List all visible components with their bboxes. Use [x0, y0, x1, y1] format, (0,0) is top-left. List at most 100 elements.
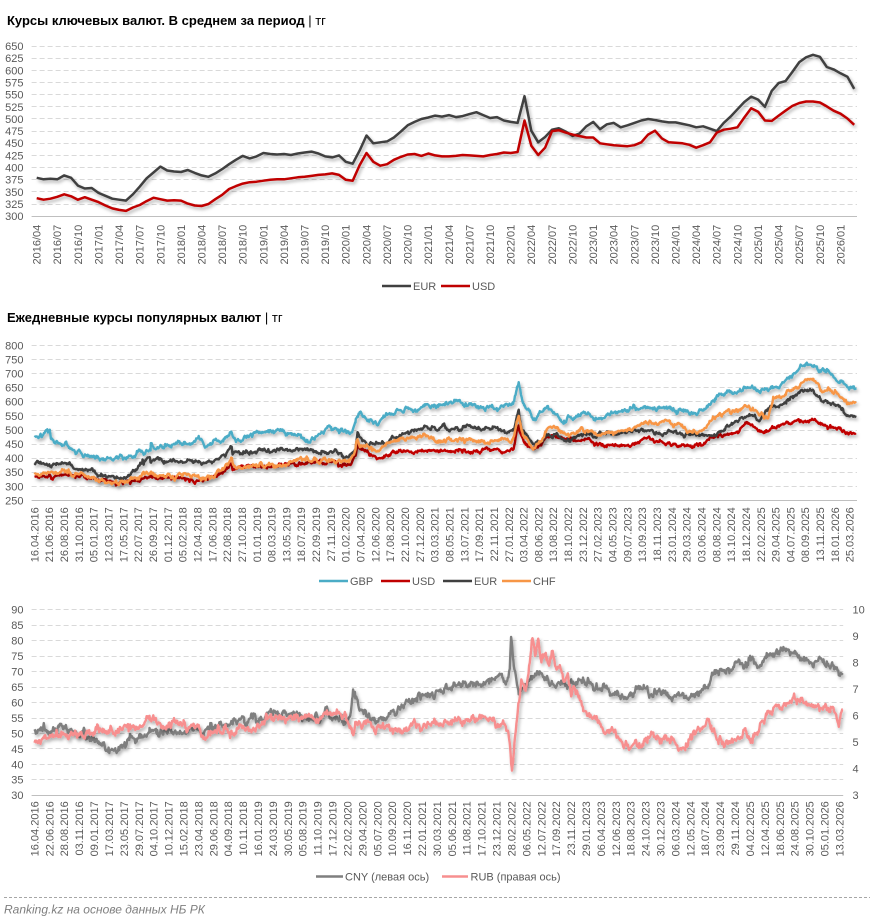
svg-text:325: 325: [5, 199, 23, 211]
svg-text:Ranking.kz на основе данных НБ: Ranking.kz на основе данных НБ РК: [4, 903, 206, 917]
svg-text:18.01.2026: 18.01.2026: [830, 507, 842, 562]
svg-text:Ежедневные курсы популярных ва: Ежедневные курсы популярных валют | тг: [7, 310, 283, 325]
svg-text:22.01.2021: 22.01.2021: [417, 801, 429, 856]
svg-text:23.12.2022: 23.12.2022: [578, 507, 590, 562]
svg-text:13.05.2019: 13.05.2019: [281, 507, 293, 562]
svg-text:2017/01: 2017/01: [93, 225, 105, 265]
svg-text:23.05.2017: 23.05.2017: [119, 801, 131, 856]
svg-text:700: 700: [5, 369, 23, 381]
svg-text:650: 650: [5, 41, 23, 53]
svg-text:5: 5: [853, 737, 859, 749]
svg-text:23.01.2024: 23.01.2024: [667, 507, 679, 562]
svg-text:16.04.2016: 16.04.2016: [29, 801, 41, 856]
svg-text:04.07.2025: 04.07.2025: [785, 507, 797, 562]
svg-text:18.11.2023: 18.11.2023: [652, 507, 664, 561]
svg-text:22.07.2017: 22.07.2017: [133, 507, 145, 562]
svg-text:03.04.2022: 03.04.2022: [519, 507, 531, 562]
svg-text:45: 45: [11, 744, 23, 756]
svg-text:2022/04: 2022/04: [526, 225, 538, 265]
svg-text:01.12.2017: 01.12.2017: [163, 507, 175, 562]
svg-text:16.04.2016: 16.04.2016: [29, 507, 41, 562]
svg-text:28.08.2016: 28.08.2016: [59, 801, 71, 856]
svg-text:9: 9: [853, 631, 859, 643]
svg-text:10.09.2020: 10.09.2020: [387, 801, 399, 856]
svg-text:12.05.2024: 12.05.2024: [685, 801, 697, 856]
svg-text:05.08.2019: 05.08.2019: [298, 801, 310, 856]
svg-text:29.03.2024: 29.03.2024: [682, 507, 694, 562]
svg-text:17.06.2018: 17.06.2018: [207, 507, 219, 562]
svg-text:22.09.2019: 22.09.2019: [311, 507, 323, 562]
svg-text:12.03.2017: 12.03.2017: [104, 507, 116, 562]
svg-text:22.10.2020: 22.10.2020: [400, 507, 412, 562]
svg-text:USD: USD: [412, 576, 435, 588]
svg-text:29.06.2018: 29.06.2018: [208, 801, 220, 856]
svg-text:11.10.2019: 11.10.2019: [313, 801, 325, 855]
svg-text:8: 8: [853, 658, 859, 670]
svg-text:55: 55: [11, 713, 23, 725]
svg-text:CHF: CHF: [533, 576, 556, 588]
svg-text:40: 40: [11, 759, 23, 771]
svg-text:04.10.2017: 04.10.2017: [149, 801, 161, 856]
svg-text:350: 350: [5, 187, 23, 199]
svg-text:CNY (левая ось): CNY (левая ось): [345, 872, 429, 884]
svg-text:22.02.2020: 22.02.2020: [343, 801, 355, 856]
svg-text:29.01.2023: 29.01.2023: [581, 801, 593, 856]
svg-text:2019/01: 2019/01: [258, 225, 270, 265]
svg-text:18.10.2022: 18.10.2022: [563, 507, 575, 562]
svg-text:06.04.2023: 06.04.2023: [596, 801, 608, 856]
svg-text:22.08.2018: 22.08.2018: [222, 507, 234, 562]
svg-text:27.02.2023: 27.02.2023: [593, 507, 605, 562]
svg-text:31.10.2016: 31.10.2016: [74, 507, 86, 562]
svg-text:23.09.2024: 23.09.2024: [715, 801, 727, 856]
svg-text:15.02.2018: 15.02.2018: [179, 801, 191, 856]
svg-text:29.04.2025: 29.04.2025: [771, 507, 783, 562]
svg-text:17.12.2019: 17.12.2019: [328, 801, 340, 856]
svg-text:2022/10: 2022/10: [568, 225, 580, 265]
svg-text:12.06.2020: 12.06.2020: [370, 507, 382, 562]
svg-text:27.01.2022: 27.01.2022: [504, 507, 516, 562]
svg-text:3: 3: [853, 790, 859, 802]
svg-text:29.11.2024: 29.11.2024: [730, 801, 742, 855]
svg-text:2018/01: 2018/01: [176, 225, 188, 265]
svg-text:2018/07: 2018/07: [217, 225, 229, 265]
svg-text:12.04.2018: 12.04.2018: [193, 507, 205, 562]
svg-text:13.08.2022: 13.08.2022: [548, 507, 560, 562]
svg-text:17.05.2017: 17.05.2017: [118, 507, 130, 562]
svg-text:2021/01: 2021/01: [423, 225, 435, 265]
svg-text:13.07.2021: 13.07.2021: [459, 507, 471, 562]
svg-text:2025/04: 2025/04: [774, 225, 786, 265]
svg-text:07.04.2020: 07.04.2020: [356, 507, 368, 562]
svg-text:600: 600: [5, 397, 23, 409]
svg-text:500: 500: [5, 425, 23, 437]
svg-text:65: 65: [11, 682, 23, 694]
svg-text:30.12.2023: 30.12.2023: [656, 801, 668, 856]
svg-text:18.06.2025: 18.06.2025: [775, 801, 787, 856]
svg-text:EUR: EUR: [474, 576, 497, 588]
svg-text:08.05.2021: 08.05.2021: [445, 507, 457, 562]
svg-text:05.01.2026: 05.01.2026: [820, 801, 832, 856]
svg-text:450: 450: [5, 138, 23, 150]
svg-text:26.08.2016: 26.08.2016: [59, 507, 71, 562]
svg-text:13.03.2026: 13.03.2026: [834, 801, 846, 856]
svg-text:2019/04: 2019/04: [279, 225, 291, 265]
svg-text:18.08.2023: 18.08.2023: [626, 801, 638, 856]
svg-text:GBP: GBP: [350, 576, 373, 588]
svg-text:05.02.2018: 05.02.2018: [178, 507, 190, 562]
svg-text:09.01.2017: 09.01.2017: [89, 801, 101, 856]
svg-text:11.08.2021: 11.08.2021: [462, 801, 474, 855]
svg-text:2017/04: 2017/04: [114, 225, 126, 265]
svg-text:2024/01: 2024/01: [671, 225, 683, 265]
svg-text:10.11.2018: 10.11.2018: [238, 801, 250, 855]
svg-text:10: 10: [853, 605, 865, 617]
svg-text:22.11.2021: 22.11.2021: [489, 507, 501, 561]
svg-text:Курсы ключевых валют. В средне: Курсы ключевых валют. В среднем за перио…: [7, 13, 326, 28]
svg-text:23.04.2018: 23.04.2018: [193, 801, 205, 856]
svg-text:2017/07: 2017/07: [135, 225, 147, 265]
svg-text:04.05.2023: 04.05.2023: [608, 507, 620, 562]
svg-text:09.07.2023: 09.07.2023: [622, 507, 634, 562]
svg-text:08.08.2024: 08.08.2024: [711, 507, 723, 562]
svg-text:425: 425: [5, 150, 23, 162]
svg-text:2020/07: 2020/07: [382, 225, 394, 265]
svg-text:30.10.2025: 30.10.2025: [805, 801, 817, 856]
svg-text:05.06.2021: 05.06.2021: [447, 801, 459, 856]
